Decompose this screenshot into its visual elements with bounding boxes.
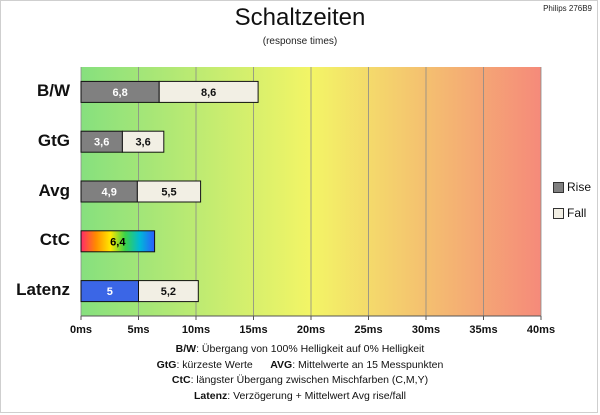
note-bw: B/W: Übergang von 100% Helligkeit auf 0%… (175, 343, 425, 355)
category-label-4: Latenz (16, 280, 70, 300)
note-ctc: CtC: längster Übergang zwischen Mischfar… (171, 374, 429, 386)
data-label-fall-1: 3,6 (135, 137, 150, 149)
category-label-2: Avg (38, 180, 71, 200)
fall-swatch (553, 208, 564, 220)
data-label-fall-2: 5,5 (161, 187, 176, 199)
data-label-rise-4: 5 (107, 286, 113, 298)
legend-label-fall: Fall (567, 206, 587, 220)
x-tick-label-0: 0ms (69, 324, 93, 336)
category-label-3: CtC (39, 230, 70, 250)
legend-label-rise: Rise (567, 180, 592, 194)
bar-rise-3 (80, 230, 156, 253)
category-label-1: GtG (37, 130, 70, 150)
data-label-fall-4: 5,2 (161, 286, 176, 298)
x-tick-label-2: 10ms (181, 324, 211, 336)
chart-notes: B/W: Übergang von 100% Helligkeit auf 0%… (0, 342, 600, 404)
data-label-fall-0: 8,6 (201, 87, 216, 99)
bar-fall-0 (158, 80, 259, 103)
legend-item-fall: Fall (553, 206, 586, 220)
x-tick-label-3: 15ms (239, 324, 268, 336)
x-tick-label-6: 30ms (411, 324, 441, 336)
x-tick-label-4: 20ms (296, 324, 326, 336)
x-tick-label-1: 5ms (127, 324, 150, 336)
category-label-0: B/W (36, 80, 70, 100)
note-latenz: Latenz: Verzögerung + Mittelwert Avg ris… (194, 389, 406, 402)
data-label-rise-3: 6,4 (110, 236, 126, 248)
chart-subtitle: (response times) (262, 36, 338, 47)
legend-item-rise: Rise (553, 180, 591, 194)
monitor-model-label: Philips 276B9 (543, 4, 592, 13)
data-label-rise-0: 6,8 (112, 87, 127, 99)
rise-swatch (553, 182, 564, 194)
x-tick-label-5: 25ms (354, 324, 383, 336)
data-label-rise-2: 4,9 (102, 187, 117, 199)
chart-title: Schaltzeiten (234, 4, 366, 31)
note-gtg-avg: GtG: kürzeste Werte AVG: Mittelwerte an … (156, 358, 444, 371)
bar-fall-1 (121, 130, 165, 153)
x-tick-label-8: 40ms (526, 324, 556, 336)
data-label-rise-1: 3,6 (94, 137, 109, 149)
x-tick-label-7: 35ms (469, 324, 498, 336)
bar-fall-2 (136, 180, 202, 203)
bar-fall-4 (138, 280, 199, 303)
